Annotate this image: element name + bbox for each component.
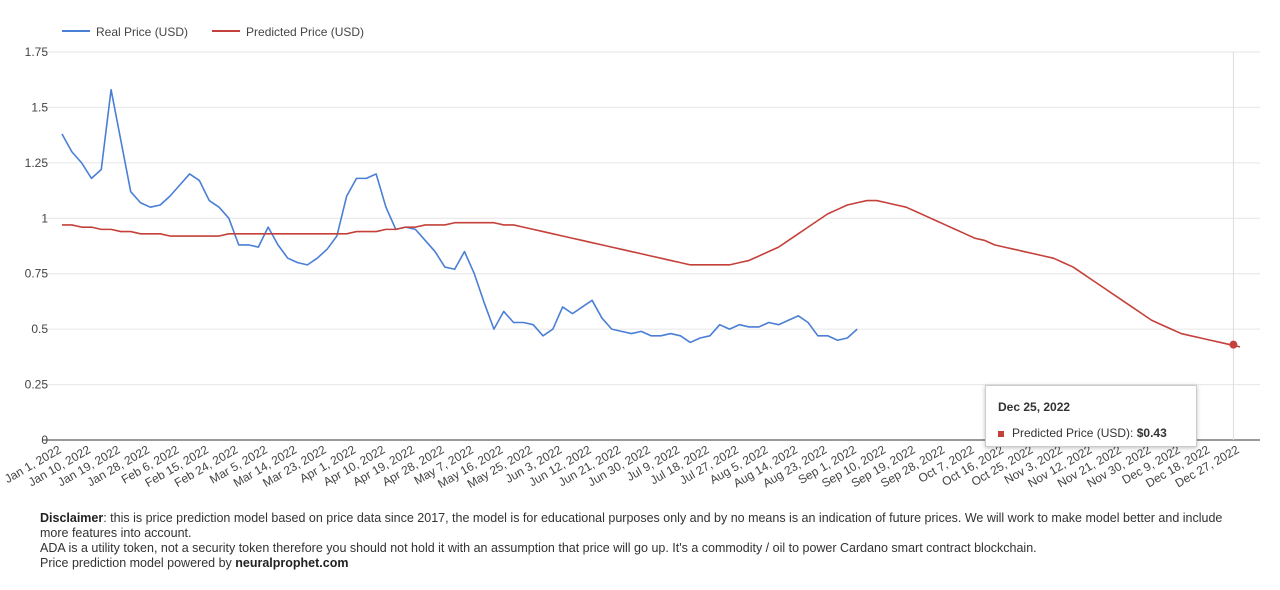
disclaimer: Disclaimer: this is price prediction mod… bbox=[40, 511, 1240, 571]
tooltip-value: $0.43 bbox=[1136, 426, 1167, 440]
y-tick-label: 1.25 bbox=[25, 156, 49, 170]
y-tick-label: 1.75 bbox=[25, 45, 49, 59]
link[interactable]: neuralprophet.com bbox=[235, 556, 349, 570]
y-tick-label: 0.75 bbox=[25, 267, 49, 281]
legend-label: Real Price (USD) bbox=[96, 25, 188, 39]
legend-label: Predicted Price (USD) bbox=[246, 25, 364, 39]
series-line bbox=[62, 199, 1241, 348]
disclaimer-text: : this is price prediction model based o… bbox=[40, 511, 1223, 540]
y-tick-label: 0.25 bbox=[25, 378, 49, 392]
disclaimer-line: ADA is a utility token, not a security t… bbox=[40, 541, 1037, 555]
disclaimer-label: Disclaimer bbox=[40, 511, 104, 525]
disclaimer-line: Price prediction model powered by bbox=[40, 556, 236, 570]
y-tick-label: 1.5 bbox=[31, 100, 48, 114]
tooltip: Dec 25, 2022 Predicted Price (USD): $0.4… bbox=[985, 385, 1197, 447]
series-line bbox=[61, 88, 858, 344]
y-tick-label: 1 bbox=[41, 211, 48, 225]
tooltip-date: Dec 25, 2022 bbox=[998, 400, 1071, 414]
y-tick-label: 0 bbox=[41, 433, 48, 447]
highlight-point bbox=[1229, 340, 1238, 349]
y-tick-label: 0.5 bbox=[31, 322, 48, 336]
tooltip-series: Predicted Price (USD): bbox=[1012, 426, 1134, 440]
tooltip-row: Predicted Price (USD): $0.43 bbox=[998, 426, 1167, 440]
